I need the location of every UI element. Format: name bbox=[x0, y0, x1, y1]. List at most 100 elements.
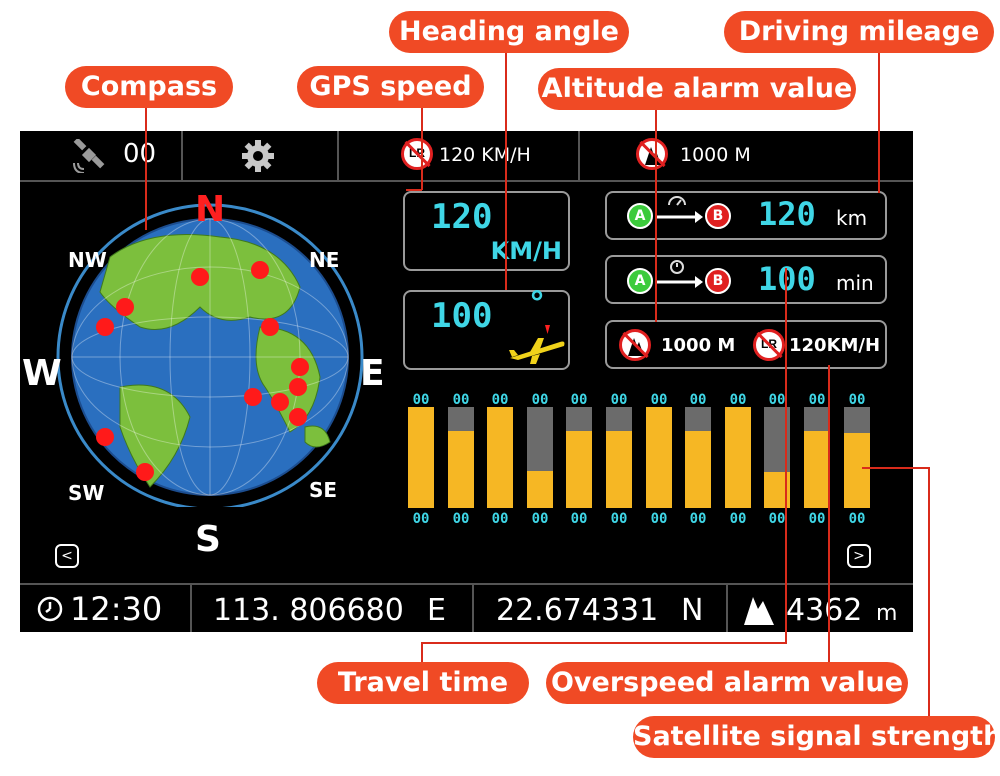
satellite-id-bottom: 00 bbox=[531, 511, 549, 527]
satellite-dot bbox=[116, 298, 134, 316]
callout-overspeed-alarm: Overspeed alarm value bbox=[546, 662, 908, 704]
overspeed-alarm-value: 120KM/H bbox=[789, 335, 881, 356]
satellite-positions bbox=[96, 261, 309, 481]
satellite-dot bbox=[261, 318, 279, 336]
point-a-badge: A bbox=[627, 268, 653, 294]
satellite-id-top: 00 bbox=[729, 392, 747, 408]
satellite-id-top: 00 bbox=[570, 392, 588, 408]
leader-line bbox=[505, 53, 507, 290]
satellite-signal-bar bbox=[487, 407, 513, 508]
altitude-alarm-icon bbox=[619, 329, 651, 361]
travel-time-box: A B 100 min bbox=[605, 255, 887, 304]
clock-time: 12:30 bbox=[70, 590, 163, 628]
airplane-icon bbox=[509, 325, 565, 364]
satellite-id-top: 00 bbox=[531, 392, 549, 408]
satellite-signal-bar bbox=[448, 407, 474, 508]
degree-symbol: ° bbox=[529, 284, 545, 322]
satellite-id-bottom: 00 bbox=[768, 511, 786, 527]
satellite-count: 00 bbox=[123, 139, 157, 169]
satellite-signal-bar bbox=[408, 407, 434, 508]
satellite-id-top: 00 bbox=[689, 392, 707, 408]
satellite-dot bbox=[291, 358, 309, 376]
satellite-dot bbox=[251, 261, 269, 279]
bottom-status-bar: 12:30 113. 806680 E 22.674331 N 4362 m bbox=[20, 583, 913, 632]
satellite-signal-fill bbox=[408, 407, 434, 508]
satellite-signal-fill bbox=[685, 431, 711, 508]
longitude-direction: E bbox=[427, 593, 446, 628]
satellite-signal-fill bbox=[646, 407, 672, 508]
satellite-signal-fill bbox=[527, 470, 553, 508]
alarm-values-box: 1000 M LR 120KM/H bbox=[605, 320, 887, 369]
satellite-id-bottom: 00 bbox=[848, 511, 866, 527]
leader-line bbox=[145, 108, 147, 230]
satellite-id-top: 00 bbox=[491, 392, 509, 408]
leader-line bbox=[655, 110, 657, 322]
satellite-signal-fill bbox=[606, 431, 632, 508]
altitude-unit: m bbox=[876, 601, 898, 626]
satellite-id-top: 00 bbox=[610, 392, 628, 408]
latitude-value: 22.674331 bbox=[496, 593, 659, 628]
satellite-signal-bar bbox=[527, 407, 553, 508]
callout-travel-time: Travel time bbox=[317, 662, 529, 704]
satellite-dot bbox=[289, 408, 307, 426]
altitude-alarm-icon bbox=[636, 138, 668, 170]
satellite-signal-fill bbox=[487, 407, 513, 508]
compass-ring bbox=[56, 203, 364, 507]
satellite-signal-fill bbox=[844, 433, 870, 508]
satellite-dot bbox=[96, 318, 114, 336]
next-page-button[interactable]: > bbox=[847, 544, 871, 568]
longitude-value: 113. 806680 bbox=[213, 593, 404, 628]
driving-mileage-box: A B 120 km bbox=[605, 191, 887, 240]
overspeed-icon: LR bbox=[753, 329, 785, 361]
compass-n: N bbox=[195, 189, 226, 230]
leader-line bbox=[421, 642, 787, 644]
altitude-alarm-value: 1000 M bbox=[661, 335, 736, 356]
clock-arrow-icon bbox=[657, 260, 703, 288]
satellite-dot bbox=[271, 393, 289, 411]
compass-globe bbox=[56, 203, 364, 507]
compass-se: SE bbox=[309, 478, 338, 502]
gps-display-screen: 00 LR 120 KM/H 1000 M bbox=[20, 131, 913, 632]
satellite-signal-bar bbox=[685, 407, 711, 508]
leader-line bbox=[862, 467, 930, 469]
altitude-alarm-top: 1000 M bbox=[680, 144, 751, 166]
satellite-id-top: 00 bbox=[768, 392, 786, 408]
gps-speed-box: 120 KM/H bbox=[403, 191, 570, 271]
satellite-dot bbox=[136, 463, 154, 481]
leader-line bbox=[785, 268, 787, 644]
satellite-id-top: 00 bbox=[650, 392, 668, 408]
mountain-icon bbox=[744, 597, 774, 625]
compass-sw: SW bbox=[68, 481, 105, 505]
satellite-dot bbox=[191, 268, 209, 286]
satellite-id-bottom: 00 bbox=[491, 511, 509, 527]
satellite-id-bottom: 00 bbox=[808, 511, 826, 527]
gear-icon[interactable] bbox=[240, 138, 276, 174]
satellite-signal-bar bbox=[844, 407, 870, 508]
satellite-id-bottom: 00 bbox=[689, 511, 707, 527]
heading-value: 100 bbox=[431, 296, 493, 336]
satellite-id-top: 00 bbox=[848, 392, 866, 408]
latitude-direction: N bbox=[681, 593, 704, 628]
satellite-signal-bar bbox=[606, 407, 632, 508]
prev-page-button[interactable]: < bbox=[55, 544, 79, 568]
satellite-id-bottom: 00 bbox=[650, 511, 668, 527]
compass-e: E bbox=[360, 353, 385, 394]
callout-driving-mileage: Driving mileage bbox=[724, 11, 994, 53]
driving-mileage-unit: km bbox=[836, 206, 868, 230]
satellite-signal-bar bbox=[646, 407, 672, 508]
satellite-id-bottom: 00 bbox=[570, 511, 588, 527]
compass-w: W bbox=[22, 353, 62, 394]
compass-nw: NW bbox=[68, 248, 107, 272]
overspeed-icon: LR bbox=[401, 138, 433, 170]
satellite-dot bbox=[244, 388, 262, 406]
leader-line bbox=[928, 467, 930, 716]
callout-gps-speed: GPS speed bbox=[297, 66, 484, 108]
point-b-badge: B bbox=[705, 203, 731, 229]
satellite-id-bottom: 00 bbox=[452, 511, 470, 527]
leader-line bbox=[878, 53, 880, 193]
callout-satellite-signal: Satellite signal strength bbox=[633, 716, 1000, 758]
satellite-id-top: 00 bbox=[452, 392, 470, 408]
driving-mileage-value: 120 bbox=[758, 195, 816, 233]
speedometer-arrow-icon bbox=[657, 196, 703, 223]
top-status-bar: 00 LR 120 KM/H 1000 M bbox=[20, 131, 913, 182]
